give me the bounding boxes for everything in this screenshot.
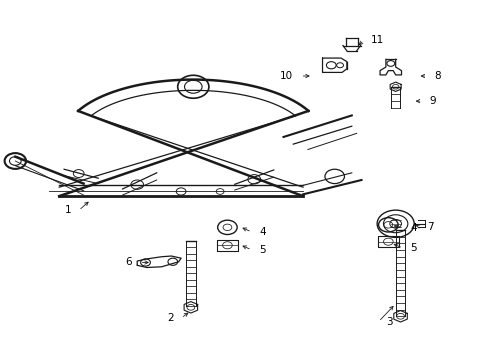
Text: 6: 6 — [125, 257, 132, 267]
Text: 5: 5 — [409, 243, 416, 253]
Text: 4: 4 — [259, 227, 265, 237]
Text: 11: 11 — [370, 35, 384, 45]
Text: 2: 2 — [167, 313, 173, 323]
Text: 4: 4 — [409, 224, 416, 233]
Text: 10: 10 — [280, 71, 293, 81]
Text: 5: 5 — [259, 245, 265, 255]
Text: 9: 9 — [429, 96, 435, 106]
Text: 7: 7 — [427, 222, 433, 231]
Text: 3: 3 — [385, 317, 392, 327]
Text: 1: 1 — [64, 206, 71, 216]
Text: 8: 8 — [434, 71, 440, 81]
